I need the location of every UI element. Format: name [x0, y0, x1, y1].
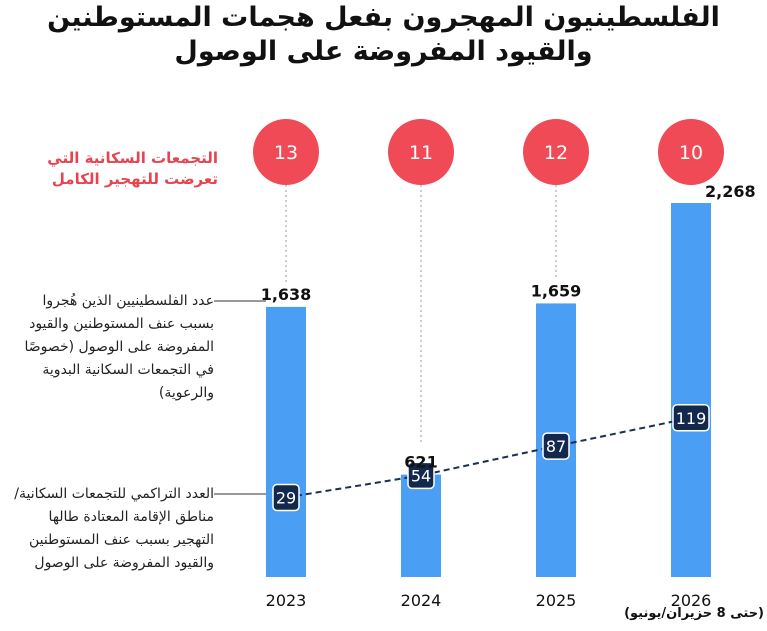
bar-2026 — [671, 203, 711, 577]
x-tick-label-2026: 2026 — [671, 591, 712, 610]
bars — [266, 203, 711, 577]
line-point-label-2026: 119 — [676, 409, 707, 428]
circle-markers: 13 11 12 10 — [253, 119, 724, 185]
line-point-box-2026 — [672, 404, 710, 432]
bar-2023 — [266, 306, 306, 577]
circle-2024 — [388, 119, 454, 185]
legend-line: العدد التراكمي للتجمعات السكانية/مناطق ا… — [14, 486, 214, 571]
chart-title-line1: الفلسطينيون المهجرون بفعل هجمات المستوطن… — [47, 2, 720, 33]
line-point-box-2025 — [542, 432, 570, 460]
legend-bars: عدد الفلسطينيين الذين هُجروا بسبب عنف ال… — [24, 293, 214, 401]
x-tick-label-2025: 2025 — [536, 591, 577, 610]
circle-2023 — [253, 119, 319, 185]
circle-label-2026: 10 — [679, 142, 703, 164]
line-point-label-2023: 29 — [276, 489, 296, 508]
bar-value-label-2026: 2,268 — [705, 182, 756, 201]
circle-label-2025: 12 — [544, 142, 568, 164]
circle-label-2024: 11 — [409, 142, 433, 164]
x-tick-label-2024: 2024 — [401, 591, 442, 610]
line-point-label-2025: 87 — [546, 437, 566, 456]
leader-lines — [214, 179, 692, 495]
cumulative-line: 29 54 87 119 — [272, 404, 710, 512]
bar-value-label-2023: 1,638 — [261, 285, 312, 304]
bar-value-label-2025: 1,659 — [531, 281, 582, 300]
cumulative-line-path — [285, 416, 692, 499]
bar-2024 — [401, 474, 441, 577]
line-point-label-2024: 54 — [411, 466, 431, 485]
circle-2026 — [658, 119, 724, 185]
chart-title-line2: والقيود المفروضة على الوصول — [174, 36, 593, 67]
circle-2025 — [523, 119, 589, 185]
bar-value-label-2024: 621 — [404, 453, 437, 472]
line-point-box-2023 — [272, 483, 300, 512]
line-point-box-2024 — [407, 461, 435, 490]
legend-circles: التجمعات السكانية التي تعرضت للتهجير الك… — [47, 149, 218, 188]
x-tick-label-2023: 2023 — [266, 591, 307, 610]
circle-label-2023: 13 — [274, 142, 298, 164]
data-labels: 1,638 621 1,659 2,268 2023 2024 2025 2026 — [261, 182, 756, 610]
note-2026: (حتى 8 حزيران/يونيو) — [624, 606, 764, 621]
